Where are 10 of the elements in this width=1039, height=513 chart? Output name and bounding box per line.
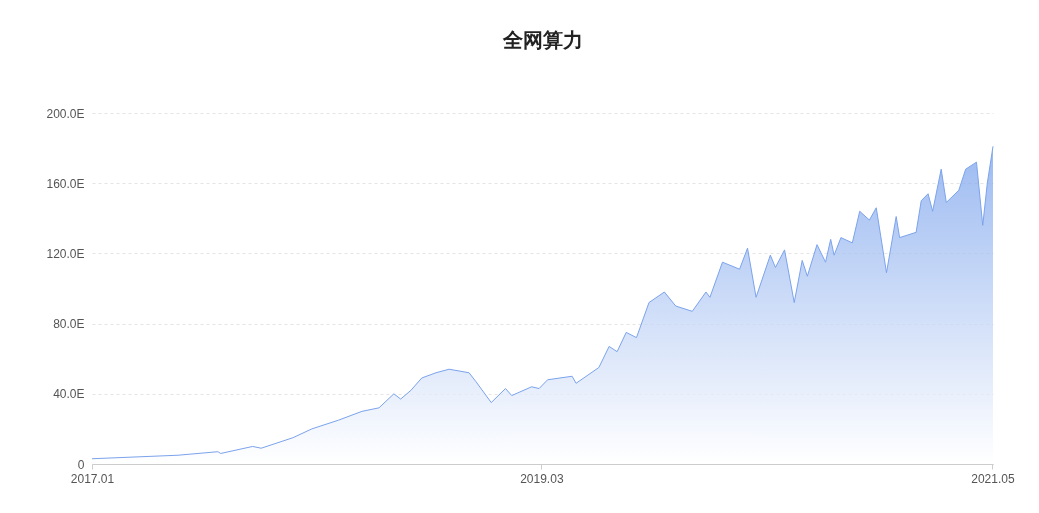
chart-title: 全网算力 (501, 29, 583, 51)
x-tick-label: 2017.01 (70, 471, 115, 486)
y-tick-label: 80.0E (53, 317, 85, 332)
y-tick-label: 120.0E (46, 246, 85, 261)
y-tick-label: 160.0E (46, 176, 85, 191)
y-tick-label: 40.0E (53, 387, 85, 402)
x-tick-label: 2021.05 (971, 471, 1015, 486)
y-tick-label: 0 (77, 457, 85, 472)
y-tick-label: 200.0E (46, 106, 85, 121)
x-tick-label: 2019.03 (520, 471, 564, 486)
